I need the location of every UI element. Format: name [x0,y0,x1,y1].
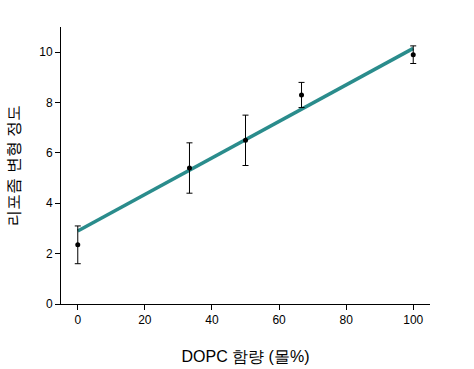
svg-text:리포좀 변형 정도: 리포좀 변형 정도 [5,105,22,226]
svg-text:DOPC 함량 (몰%): DOPC 함량 (몰%) [182,348,310,365]
svg-text:8: 8 [46,96,53,110]
svg-text:40: 40 [205,313,219,327]
svg-text:4: 4 [46,196,53,210]
svg-text:0: 0 [46,297,53,311]
svg-text:20: 20 [138,313,152,327]
svg-text:100: 100 [403,313,423,327]
svg-text:60: 60 [272,313,286,327]
svg-text:2: 2 [46,247,53,261]
svg-text:6: 6 [46,146,53,160]
svg-text:0: 0 [74,313,81,327]
svg-text:80: 80 [339,313,353,327]
svg-text:10: 10 [39,45,53,59]
